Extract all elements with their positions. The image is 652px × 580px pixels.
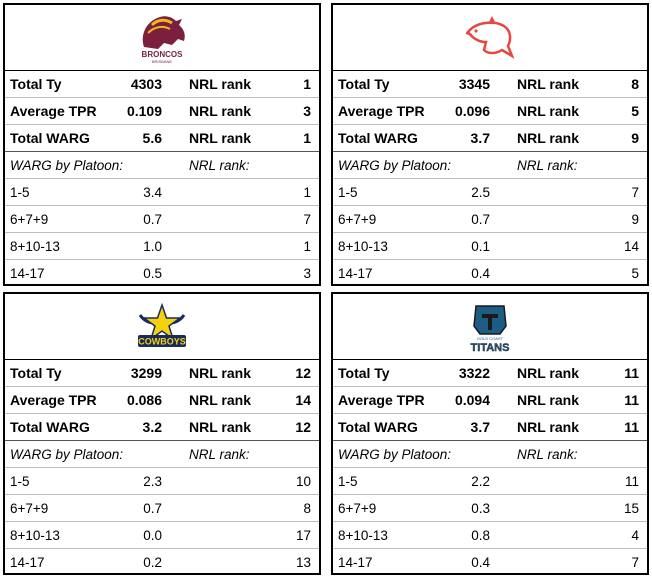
team-card-dolphins: Total Ty 3345 NRL rank 8 Average TPR 0.096 NR… (331, 3, 649, 286)
summary-row: Total WARG 3.7 NRL rank 9 (333, 125, 647, 152)
summary-row: Average TPR 0.109 NRL rank 3 (5, 98, 319, 125)
platoon-row: 6+7+9 0.7 8 (5, 495, 319, 522)
platoon-header-row: WARG by Platoon: NRL rank: (5, 441, 319, 468)
team-stats: Total Ty 3299 NRL rank 12 Average TPR 0.086 N… (5, 360, 319, 576)
platoon-row: 8+10-13 0.1 14 (333, 233, 647, 260)
titans-helmet-icon: GOLD COAST TITANS (470, 304, 510, 354)
svg-text:BRONCOS: BRONCOS (142, 50, 184, 59)
platoon-row: 8+10-13 0.0 17 (5, 522, 319, 549)
platoon-row: 1-5 2.2 11 (333, 468, 647, 495)
platoon-row: 14-17 0.4 7 (338, 555, 639, 570)
team-stats: Total Ty 3345 NRL rank 8 Average TPR 0.096 NR… (333, 71, 647, 287)
team-stats: Total Ty 3322 NRL rank 11 Average TPR 0.094 N… (333, 360, 647, 576)
team-logo: COWBOYS (5, 294, 319, 360)
platoon-row: 8+10-13 0.8 4 (333, 522, 647, 549)
svg-text:GOLD COAST: GOLD COAST (477, 336, 504, 341)
cowboys-star-icon: COWBOYS (138, 302, 186, 347)
team-card-broncos: BRONCOS BRISBANE Total Ty 4303 NRL rank 1 A… (3, 3, 321, 286)
platoon-row: 1-5 2.5 7 (333, 179, 647, 206)
svg-text:COWBOYS: COWBOYS (138, 336, 186, 346)
summary-row: Total Ty 3345 NRL rank 8 (333, 71, 647, 98)
summary-row: Total WARG 5.6 NRL rank 1 (5, 125, 319, 152)
summary-row: Total WARG 3.2 NRL rank 12 (5, 414, 319, 441)
team-logo: BRONCOS BRISBANE (5, 5, 319, 71)
platoon-row: 1-5 3.4 1 (5, 179, 319, 206)
team-card-titans: GOLD COAST TITANS Total Ty 3322 NRL rank 11… (331, 292, 649, 575)
platoon-row: 14-17 0.5 3 (10, 266, 311, 281)
team-stats: Total Ty 4303 NRL rank 1 Average TPR 0.109 NR… (5, 71, 319, 287)
svg-text:BRISBANE: BRISBANE (152, 59, 173, 64)
platoon-row: 14-17 0.2 13 (10, 555, 311, 570)
summary-row: Total WARG 3.7 NRL rank 11 (333, 414, 647, 441)
platoon-row: 6+7+9 0.7 9 (333, 206, 647, 233)
summary-row: Total Ty 3299 NRL rank 12 (5, 360, 319, 387)
platoon-row: 8+10-13 1.0 1 (5, 233, 319, 260)
platoon-row: 1-5 2.3 10 (5, 468, 319, 495)
summary-row: Average TPR 0.094 NRL rank 11 (333, 387, 647, 414)
summary-row: Total Ty 4303 NRL rank 1 (5, 71, 319, 98)
team-card-cowboys: COWBOYS Total Ty 3299 NRL rank 12 Average T… (3, 292, 321, 575)
platoon-header-row: WARG by Platoon: NRL rank: (333, 441, 647, 468)
summary-row: Average TPR 0.086 NRL rank 14 (5, 387, 319, 414)
svg-text:TITANS: TITANS (471, 342, 510, 354)
dolphin-icon (465, 15, 515, 59)
platoon-row: 14-17 0.4 5 (338, 266, 639, 281)
broncos-horse-icon: BRONCOS BRISBANE (142, 15, 185, 64)
platoon-header-row: WARG by Platoon: NRL rank: (5, 152, 319, 179)
platoon-row: 6+7+9 0.7 7 (5, 206, 319, 233)
team-logo (333, 5, 647, 71)
platoon-header-row: WARG by Platoon: NRL rank: (333, 152, 647, 179)
summary-row: Total Ty 3322 NRL rank 11 (333, 360, 647, 387)
platoon-row: 6+7+9 0.3 15 (333, 495, 647, 522)
team-logo: GOLD COAST TITANS (333, 294, 647, 360)
summary-row: Average TPR 0.096 NRL rank 5 (333, 98, 647, 125)
